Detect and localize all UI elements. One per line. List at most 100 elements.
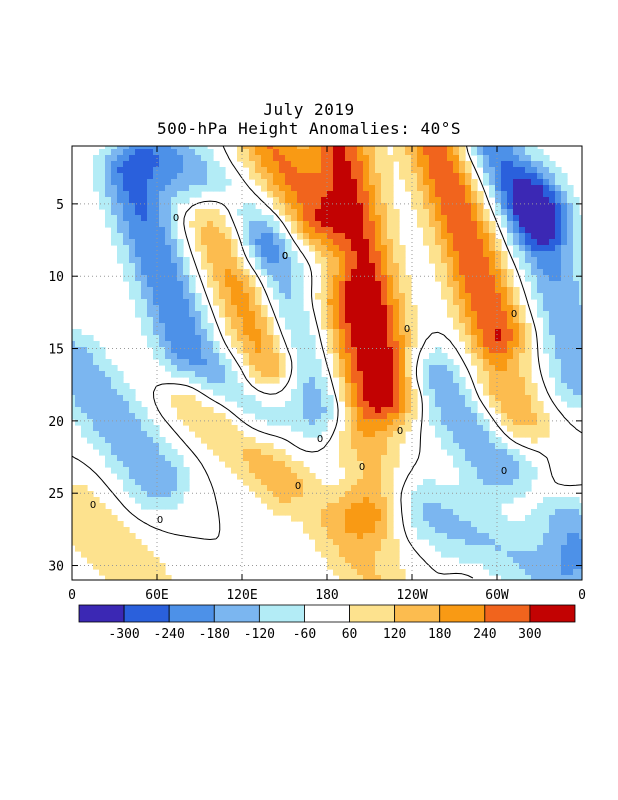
anomaly-cell xyxy=(525,167,532,174)
y-tick-label: 10 xyxy=(48,270,64,285)
anomaly-cell xyxy=(321,167,328,174)
anomaly-cell xyxy=(87,377,94,384)
anomaly-cell xyxy=(459,167,466,174)
anomaly-cell xyxy=(507,287,514,294)
anomaly-cell xyxy=(345,509,352,516)
anomaly-cell xyxy=(369,167,376,174)
anomaly-cell xyxy=(363,437,370,444)
anomaly-cell xyxy=(519,167,526,174)
anomaly-cell xyxy=(339,245,346,252)
anomaly-cell xyxy=(561,515,568,522)
anomaly-cell xyxy=(93,425,100,432)
anomaly-cell xyxy=(435,275,442,282)
anomaly-cell xyxy=(291,305,298,312)
anomaly-cell xyxy=(501,419,508,426)
anomaly-cell xyxy=(93,359,100,366)
anomaly-cell xyxy=(249,449,256,456)
anomaly-cell xyxy=(279,146,286,150)
anomaly-cell xyxy=(273,365,280,372)
anomaly-cell xyxy=(543,545,550,552)
anomaly-cell xyxy=(117,161,124,168)
anomaly-cell xyxy=(495,263,502,270)
anomaly-cell xyxy=(153,503,160,510)
anomaly-cell xyxy=(501,329,508,336)
anomaly-cell xyxy=(471,425,478,432)
anomaly-cell xyxy=(93,179,100,186)
anomaly-cell xyxy=(357,461,364,468)
anomaly-cell xyxy=(159,353,166,360)
anomaly-cell xyxy=(285,455,292,462)
anomaly-cell xyxy=(351,149,358,156)
anomaly-cell xyxy=(579,563,582,570)
anomaly-cell xyxy=(81,545,88,552)
anomaly-cell xyxy=(525,527,532,534)
anomaly-cell xyxy=(381,347,388,354)
contour-label: 0 xyxy=(511,309,517,320)
anomaly-cell xyxy=(573,365,580,372)
anomaly-cell xyxy=(447,245,454,252)
anomaly-cell xyxy=(387,281,394,288)
anomaly-cell xyxy=(87,407,94,414)
anomaly-cell xyxy=(219,221,226,228)
anomaly-cell xyxy=(477,419,484,426)
anomaly-cell xyxy=(561,305,568,312)
anomaly-cell xyxy=(501,383,508,390)
anomaly-cell xyxy=(72,359,76,366)
anomaly-cell xyxy=(291,503,298,510)
anomaly-cell xyxy=(477,491,484,498)
anomaly-cell xyxy=(81,551,88,558)
anomaly-cell xyxy=(501,485,508,492)
anomaly-cell xyxy=(93,341,100,348)
anomaly-cell xyxy=(417,221,424,228)
anomaly-cell xyxy=(369,371,376,378)
anomaly-cell xyxy=(267,491,274,498)
anomaly-cell xyxy=(345,383,352,390)
anomaly-cell xyxy=(225,227,232,234)
anomaly-cell xyxy=(195,167,202,174)
anomaly-cell xyxy=(105,377,112,384)
anomaly-cell xyxy=(471,263,478,270)
anomaly-cell xyxy=(321,197,328,204)
anomaly-cell xyxy=(171,275,178,282)
anomaly-cell xyxy=(549,293,556,300)
anomaly-cell xyxy=(279,359,286,366)
anomaly-cell xyxy=(165,293,172,300)
anomaly-cell xyxy=(495,401,502,408)
anomaly-cell xyxy=(489,323,496,330)
anomaly-cell xyxy=(573,575,580,580)
anomaly-cell xyxy=(123,539,130,546)
anomaly-cell xyxy=(393,209,400,216)
anomaly-cell xyxy=(339,281,346,288)
anomaly-cell xyxy=(315,197,322,204)
anomaly-cell xyxy=(441,533,448,540)
anomaly-cell xyxy=(399,149,406,156)
anomaly-cell xyxy=(363,467,370,474)
anomaly-cell xyxy=(477,155,484,162)
anomaly-cell xyxy=(123,527,130,534)
anomaly-cell xyxy=(165,227,172,234)
anomaly-cell xyxy=(351,221,358,228)
anomaly-cell xyxy=(477,275,484,282)
anomaly-cell xyxy=(183,146,190,150)
anomaly-cell xyxy=(531,563,538,570)
anomaly-cell xyxy=(315,161,322,168)
anomaly-cell xyxy=(285,311,292,318)
anomaly-cell xyxy=(189,371,196,378)
anomaly-cell xyxy=(285,497,292,504)
anomaly-cell xyxy=(183,413,190,420)
anomaly-cell xyxy=(525,575,532,580)
anomaly-cell xyxy=(309,377,316,384)
anomaly-cell xyxy=(117,221,124,228)
anomaly-cell xyxy=(375,221,382,228)
anomaly-cell xyxy=(501,353,508,360)
anomaly-cell xyxy=(249,245,256,252)
anomaly-cell xyxy=(477,413,484,420)
anomaly-cell xyxy=(117,401,124,408)
anomaly-cell xyxy=(345,461,352,468)
anomaly-cell xyxy=(81,347,88,354)
anomaly-cell xyxy=(135,155,142,162)
anomaly-cell xyxy=(363,503,370,510)
anomaly-cell xyxy=(279,287,286,294)
anomaly-cell xyxy=(579,569,582,576)
anomaly-cell xyxy=(99,371,106,378)
